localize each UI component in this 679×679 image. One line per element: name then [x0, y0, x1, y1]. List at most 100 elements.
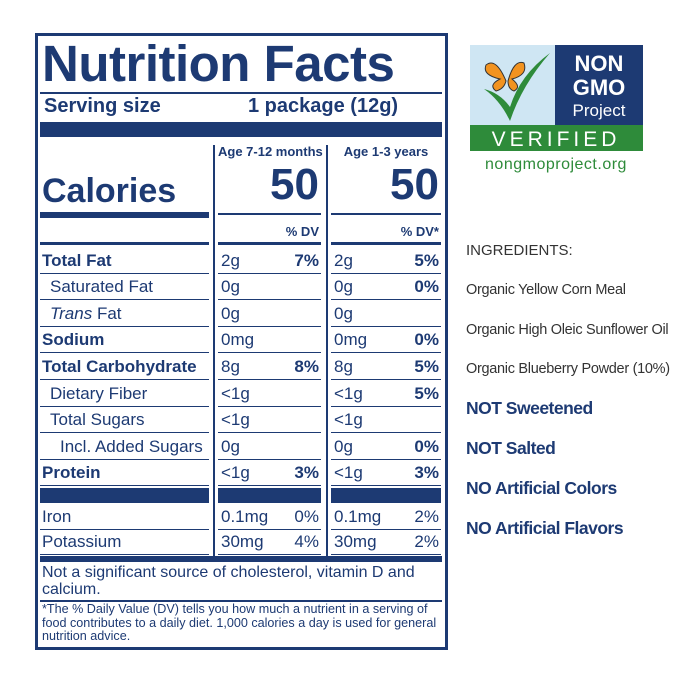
rule [40, 600, 442, 602]
amount: 30mg [221, 532, 264, 552]
nutrient-name-text: Incl. Added Sugars [60, 436, 203, 456]
nutrient-name-cell: Saturated Fat [40, 274, 209, 301]
dv-note: *The % Daily Value (DV) tells you how mu… [42, 602, 437, 644]
daily-value: 0% [414, 330, 439, 350]
nutrient-name-cell: Incl. Added Sugars [40, 433, 209, 460]
rule [40, 212, 209, 218]
nutrient-name-text: Sodium [42, 330, 105, 350]
nutrient-name-cell: Total Fat [40, 247, 209, 274]
rule [40, 242, 209, 245]
nutrient-name-text: Potassium [42, 532, 122, 552]
amount: 0.1mg [221, 507, 269, 527]
amount: 0g [334, 303, 353, 323]
value-cell: <1g [218, 380, 321, 407]
nutrient-name-text: Saturated Fat [50, 277, 154, 297]
nutrient-name: Saturated Fat [50, 277, 153, 297]
logo-text: Project [573, 101, 626, 120]
column-divider [326, 145, 328, 556]
daily-value: 5% [414, 383, 439, 403]
calories-value: 50 [270, 160, 319, 209]
ingredient: Organic High Oleic Sunflower Oil [466, 321, 669, 338]
thick-rule [40, 556, 442, 563]
claim: NOT Salted [466, 438, 556, 458]
amount: 0g [221, 277, 240, 297]
daily-value: 7% [294, 250, 319, 270]
amount: 8g [221, 356, 240, 376]
dv-header: % DV [285, 224, 319, 239]
amount: <1g [221, 463, 250, 483]
logo-text: GMO [573, 75, 626, 100]
daily-value: 3% [414, 463, 439, 483]
rule [331, 213, 441, 215]
amount: 0g [334, 436, 353, 456]
daily-value: 2% [414, 507, 439, 527]
nutrient-name: Dietary Fiber [50, 384, 147, 404]
ingredient: Organic Blueberry Powder (10%) [466, 361, 670, 377]
daily-value: 4% [294, 532, 319, 552]
value-cell: <1g [331, 407, 441, 434]
rule [218, 213, 321, 215]
value-cell: 0g 0% [331, 433, 441, 460]
claim: NOT Sweetened [466, 398, 593, 418]
nutrient-name: Protein [42, 463, 101, 483]
nutrient-name-cell: Total Carbohydrate [40, 353, 209, 380]
nutrient-name: Total Sugars [50, 410, 145, 430]
value-cell: 0.1mg 2% [331, 505, 441, 531]
nutrient-name-cell: Total Sugars [40, 407, 209, 434]
non-gmo-logo: NON GMO Project VERIFIED nongmoproject.o… [470, 45, 643, 173]
amount: <1g [334, 410, 363, 430]
value-cell: 8g 8% [218, 353, 321, 380]
amount: 0mg [334, 330, 368, 350]
nutrient-name: Total Fat [42, 251, 112, 271]
amount: 0mg [221, 330, 255, 350]
footnote: Not a significant source of cholesterol,… [42, 564, 415, 599]
daily-value: 0% [414, 277, 439, 297]
nutrient-name-text: Total Carbohydrate [42, 356, 197, 376]
amount: 0g [221, 303, 240, 323]
amount: 8g [334, 356, 353, 376]
daily-value: 2% [414, 532, 439, 552]
nutrient-name-cell: Protein [40, 460, 209, 487]
value-cell: 0g 0% [331, 274, 441, 301]
value-cell: 2g 7% [218, 247, 321, 274]
daily-value: 0% [414, 436, 439, 456]
nutrient-name-text: Iron [42, 507, 72, 527]
thick-rule [218, 488, 321, 504]
value-cell: <1g [218, 407, 321, 434]
claim: NO Artificial Flavors [466, 518, 624, 538]
nutrient-name-text: Protein [42, 463, 101, 483]
amount: <1g [221, 383, 250, 403]
daily-value: 0% [294, 507, 319, 527]
amount: 2g [334, 250, 353, 270]
rule [218, 242, 321, 245]
daily-value: 3% [294, 463, 319, 483]
dv-header: % DV* [400, 224, 439, 239]
nutrient-name-cell: Dietary Fiber [40, 380, 209, 407]
nutrient-name: Potassium [42, 532, 121, 552]
value-cell: <1g 3% [218, 460, 321, 487]
value-cell: 8g 5% [331, 353, 441, 380]
nutrient-name: Sodium [42, 330, 104, 350]
calories-value: 50 [390, 160, 439, 209]
logo-url: nongmoproject.org [485, 156, 627, 173]
column-header: Age 1-3 years [343, 144, 429, 159]
serving-size-label: Serving size [44, 95, 161, 117]
value-cell: 0g [218, 433, 321, 460]
thick-rule [331, 488, 441, 504]
amount: <1g [334, 383, 363, 403]
value-cell: 0g [218, 274, 321, 301]
value-cell: 2g 5% [331, 247, 441, 274]
thick-rule [40, 122, 442, 137]
amount: 0g [221, 436, 240, 456]
nutrient-name: Iron [42, 507, 71, 527]
nutrient-name-cell: Iron [40, 505, 209, 531]
ingredient: Organic Yellow Corn Meal [466, 282, 626, 298]
nutrient-name-text: Total Sugars [50, 410, 145, 430]
value-cell: 30mg 4% [218, 530, 321, 556]
serving-size: 1 package (12g) [248, 95, 399, 117]
column-divider [213, 145, 215, 556]
daily-value: 5% [414, 356, 439, 376]
nutrient-name-cell: Trans Fat [40, 300, 209, 327]
thick-rule [40, 488, 209, 504]
